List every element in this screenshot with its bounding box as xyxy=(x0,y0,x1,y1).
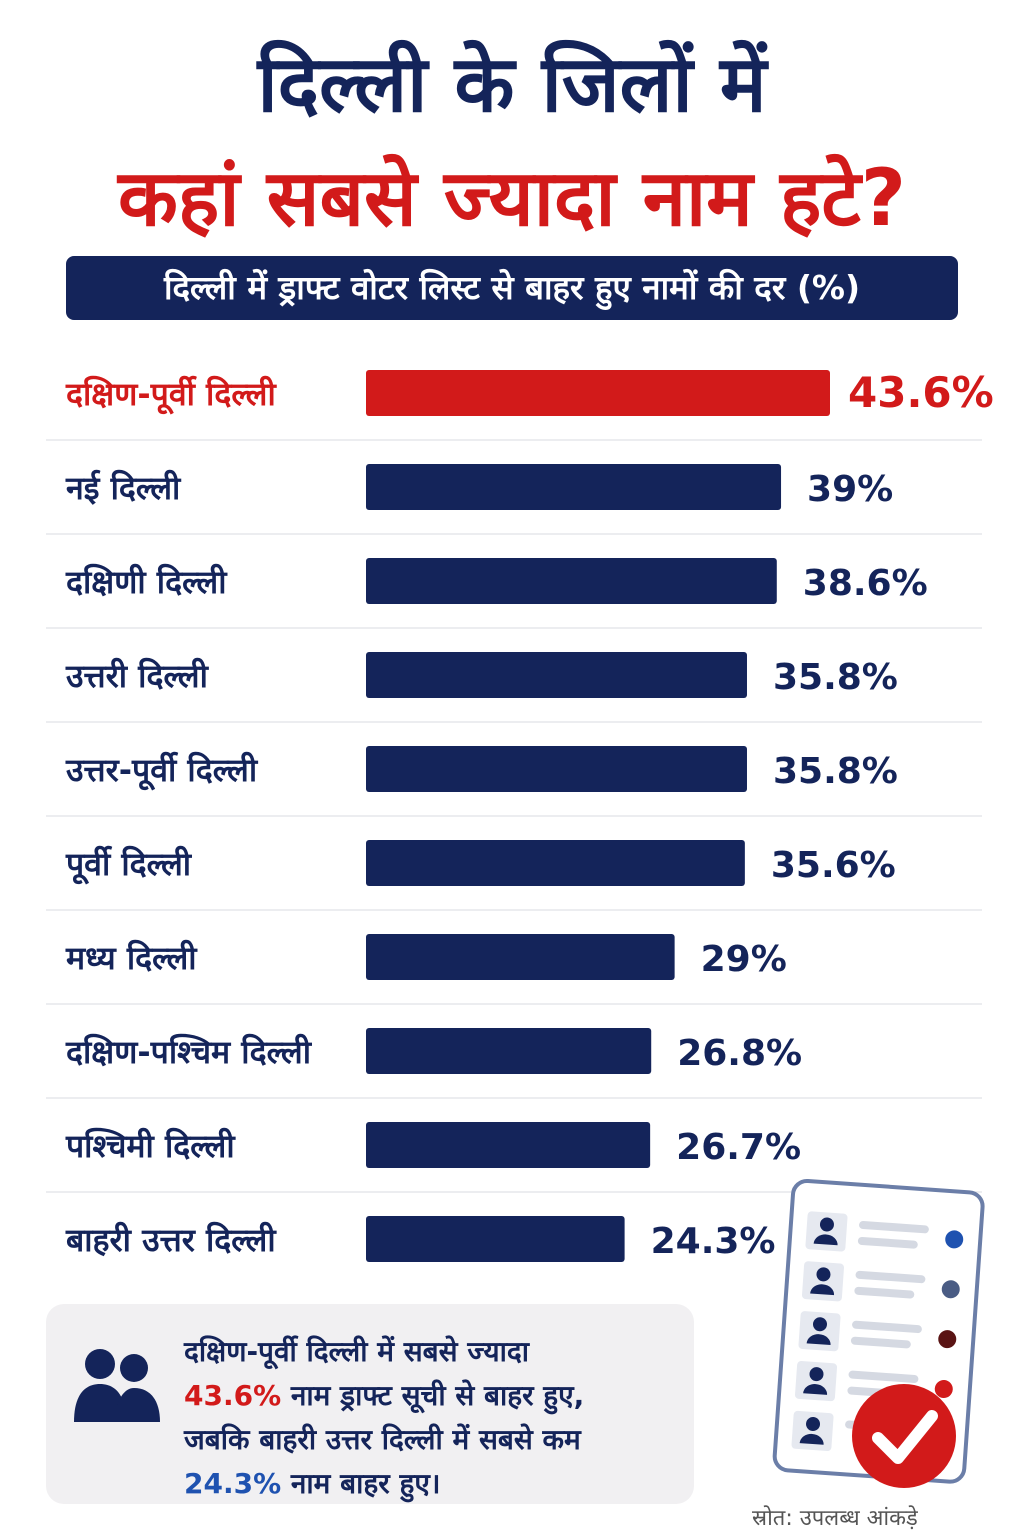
bar xyxy=(366,934,675,980)
bar xyxy=(366,464,782,510)
category-label: मध्य दिल्ली xyxy=(65,939,198,977)
category-label: दक्षिणी दिल्ली xyxy=(65,563,228,601)
summary-line-4: 24.3% नाम बाहर हुए। xyxy=(184,1462,584,1506)
value-label: 35.8% xyxy=(773,751,898,792)
bar xyxy=(366,1122,651,1168)
category-label: बाहरी उत्तर दिल्ली xyxy=(65,1221,277,1259)
voter-list-illustration xyxy=(772,1179,985,1488)
summary-line-2-text: नाम ड्राफ्ट सूची से बाहर हुए, xyxy=(281,1379,585,1412)
people-icon xyxy=(74,1349,160,1422)
title-line-1: दिल्ली के जिलों में xyxy=(257,40,767,130)
summary-box: दक्षिण-पूर्वी दिल्ली में सबसे ज्यादा 43.… xyxy=(46,1304,694,1504)
value-label: 35.8% xyxy=(773,657,898,698)
bar xyxy=(366,1216,625,1262)
value-label: 24.3% xyxy=(651,1221,776,1262)
summary-line-1: दक्षिण-पूर्वी दिल्ली में सबसे ज्यादा xyxy=(184,1335,529,1368)
category-label: उत्तर-पूर्वी दिल्ली xyxy=(65,751,259,791)
value-label: 29% xyxy=(701,939,787,980)
value-label: 43.6% xyxy=(848,368,994,417)
category-label: पश्चिमी दिल्ली xyxy=(65,1127,236,1165)
chart-subtitle: दिल्ली में ड्राफ्ट वोटर लिस्ट से बाहर हु… xyxy=(66,256,958,320)
category-label: उत्तरी दिल्ली xyxy=(65,657,210,695)
source-note: स्रोत: उपलब्ध आंकड़े xyxy=(752,1506,918,1531)
summary-line-4-text: नाम बाहर हुए। xyxy=(281,1467,441,1500)
summary-line-3: जबकि बाहरी उत्तर दिल्ली में सबसे कम xyxy=(184,1423,581,1456)
value-label: 38.6% xyxy=(803,563,928,604)
bar xyxy=(366,652,747,698)
category-label: दक्षिण-पश्चिम दिल्ली xyxy=(65,1033,313,1071)
bar xyxy=(366,840,745,886)
bar xyxy=(366,370,830,416)
value-label: 35.6% xyxy=(771,845,896,886)
category-label: नई दिल्ली xyxy=(65,469,182,507)
value-label: 39% xyxy=(807,469,893,510)
category-label: पूर्वी दिल्ली xyxy=(65,845,193,885)
summary-line-2: 43.6% नाम ड्राफ्ट सूची से बाहर हुए, xyxy=(184,1374,584,1418)
summary-text: दक्षिण-पूर्वी दिल्ली में सबसे ज्यादा 43.… xyxy=(184,1330,584,1506)
bar xyxy=(366,1028,652,1074)
category-label: दक्षिण-पूर्वी दिल्ली xyxy=(65,375,277,415)
bar xyxy=(366,558,777,604)
value-label: 26.7% xyxy=(676,1127,801,1168)
bar xyxy=(366,746,747,792)
summary-max-value: 43.6% xyxy=(184,1379,282,1412)
value-label: 26.8% xyxy=(677,1033,802,1074)
bar-chart: दक्षिण-पूर्वी दिल्ली 43.6% नई दिल्ली 39% दक्… xyxy=(46,368,994,1262)
title-line-2: कहां सबसे ज्यादा नाम हटे? xyxy=(118,154,906,244)
summary-min-value: 24.3% xyxy=(184,1467,282,1500)
